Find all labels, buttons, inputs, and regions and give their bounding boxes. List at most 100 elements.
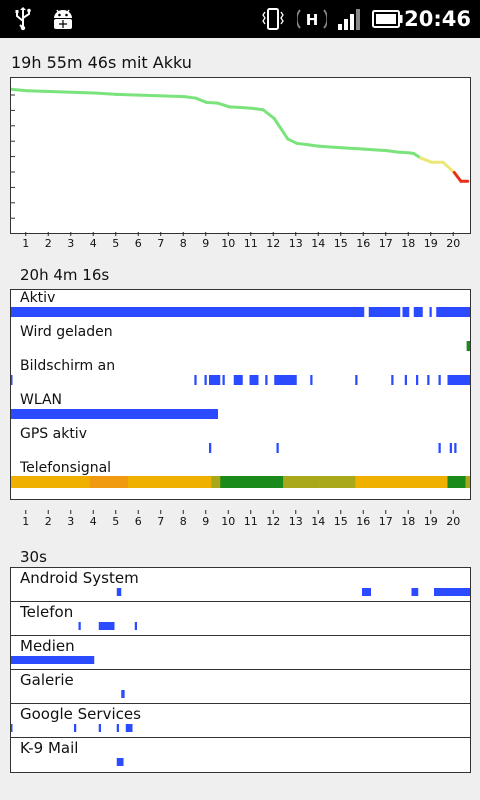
state-timeline[interactable]: Aktiv Wird geladen Bildschirm an WLAN GPS ak… [10, 289, 471, 500]
battery-point [413, 153, 414, 154]
app-usage-row[interactable]: Telefon [10, 601, 471, 637]
battery-point [467, 181, 468, 182]
hspa-data-icon: H [295, 6, 329, 36]
app-usage-row[interactable]: Android System [10, 567, 471, 603]
x-tick-label: 13 [289, 515, 303, 528]
battery-point [296, 143, 297, 144]
timeline-span [222, 375, 225, 385]
timeline-span [276, 443, 279, 453]
battery-line-segment [396, 150, 411, 155]
app-usage-span [98, 724, 101, 732]
timeline-span [249, 375, 259, 385]
app-usage-row[interactable]: Medien [10, 635, 471, 671]
battery-line-segment [70, 90, 96, 95]
timeline-row-label: Wird geladen [20, 324, 113, 340]
battery-chart[interactable] [10, 77, 471, 234]
battery-line-segment [385, 149, 400, 154]
battery-line-segment [250, 106, 265, 112]
battery-point [240, 107, 241, 108]
battery-line-segment [441, 160, 456, 175]
usb-icon [12, 7, 34, 35]
battery-line-segment [92, 91, 119, 96]
timeline-span [11, 409, 218, 419]
app-usage-row[interactable]: Galerie [10, 669, 471, 705]
x-tick-label: 20 [446, 515, 460, 528]
timeline-span [427, 375, 430, 385]
timeline-span [436, 307, 470, 317]
app-name-label: Medien [20, 637, 75, 655]
timeline-span [310, 375, 313, 385]
battery-point [454, 172, 455, 173]
timeline-row-label: Bildschirm an [20, 358, 116, 374]
x-tick-label: 16 [356, 515, 370, 528]
x-tick-label: 18 [401, 237, 415, 250]
battery-line-segment [329, 145, 344, 150]
battery-line-segment [419, 156, 434, 164]
battery-point [409, 152, 410, 153]
timeline-span [429, 307, 432, 317]
x-tick-label: 14 [311, 515, 325, 528]
signal-icon [336, 7, 362, 35]
app-usage-span [125, 724, 133, 732]
x-tick-label: 19 [424, 515, 438, 528]
battery-point [274, 118, 275, 119]
battery-line-segment [295, 141, 310, 147]
timeline-span [11, 375, 13, 385]
battery-point [139, 95, 140, 96]
battery-line-segment [239, 106, 254, 110]
app-usage-svg [116, 588, 470, 596]
battery-line-segment [137, 93, 164, 98]
app-usage-row[interactable]: K-9 Mail [10, 737, 471, 773]
x-tick-label: 12 [266, 237, 280, 250]
x-tick-label: 7 [157, 515, 164, 528]
app-usage-span [11, 656, 95, 664]
battery-point [341, 147, 342, 148]
x-tick-label: 20 [446, 237, 460, 250]
battery-point [262, 109, 263, 110]
x-tick-label: 3 [67, 237, 74, 250]
battery-point [161, 95, 162, 96]
battery-line-segment [227, 105, 242, 110]
battery-point [26, 90, 27, 91]
battery-line-segment [340, 146, 366, 151]
timeline-span [449, 443, 452, 453]
timeline-span [233, 375, 243, 385]
x-tick-label: 17 [379, 237, 393, 250]
battery-duration-title: 19h 55m 46s mit Akku [11, 53, 192, 72]
app-name-label: Android System [20, 569, 139, 587]
status-bar: H 20:46 [0, 0, 480, 38]
battery-point [229, 106, 230, 107]
app-usage-row[interactable]: Google Services [10, 703, 471, 739]
timeline-span [209, 375, 221, 385]
battery-point [195, 97, 196, 98]
battery-line-segment [47, 89, 74, 94]
battery-line-segment [279, 127, 290, 141]
battery-line-svg [11, 87, 470, 219]
battery-point [49, 91, 50, 92]
timeline-span [454, 443, 457, 453]
app-usage-span [121, 690, 125, 698]
app-usage-span [434, 588, 470, 596]
x-tick-label: 17 [379, 515, 393, 528]
battery-line-segment [286, 137, 299, 145]
x-tick-label: 8 [180, 515, 187, 528]
x-tick-label: 4 [90, 515, 97, 528]
timeline-span [391, 375, 394, 385]
timeline-span [438, 375, 441, 385]
timeline-span [466, 341, 470, 351]
timeline-span [447, 375, 470, 385]
battery-point [330, 146, 331, 147]
app-usage-span [116, 588, 122, 596]
app-usage-svg [11, 656, 95, 664]
timeline-span [274, 375, 297, 385]
x-tick-label: 13 [289, 237, 303, 250]
app-usage-span [11, 724, 13, 732]
app-name-label: Telefon [20, 603, 74, 621]
timeline-span [413, 307, 423, 317]
battery-line-segment [160, 94, 186, 99]
app-usage-svg [121, 690, 125, 698]
battery-line-segment [115, 92, 141, 97]
timeline-span [438, 443, 441, 453]
x-tick-label: 9 [202, 515, 209, 528]
battery-line-segment [261, 108, 276, 120]
